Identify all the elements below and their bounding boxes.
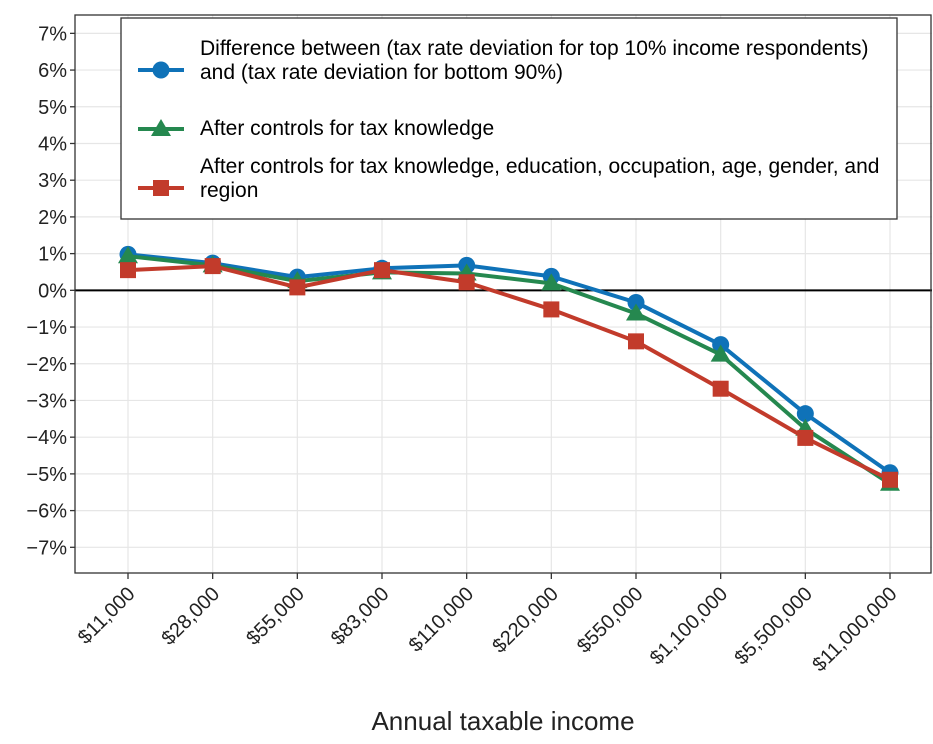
x-tick-label: $55,000 <box>242 583 309 650</box>
y-tick-label: 6% <box>38 60 67 82</box>
point <box>289 279 306 296</box>
y-tick-label: 4% <box>38 133 67 155</box>
point <box>627 293 645 311</box>
line <box>127 252 892 475</box>
y-tick-label: 1% <box>38 244 67 266</box>
legend-box <box>120 17 898 220</box>
point <box>796 405 814 423</box>
x-tick-label: $220,000 <box>488 583 563 658</box>
x-tick-label: $110,000 <box>405 583 478 656</box>
y-tick-label: 3% <box>38 170 67 192</box>
x-tick-label: $11,000,000 <box>808 583 901 676</box>
y-tick-label: −4% <box>26 427 67 449</box>
legend-text-box: After controls for tax knowledge, educat… <box>200 155 880 202</box>
point <box>118 246 138 264</box>
x-tick-label: $83,000 <box>327 583 394 650</box>
legend-label: Difference between (tax rate deviation f… <box>200 37 869 84</box>
y-tick-label: −7% <box>26 537 67 559</box>
series <box>118 246 900 491</box>
y-tick-label: −2% <box>26 354 67 376</box>
x-tick-label: $28,000 <box>158 583 225 650</box>
point <box>797 429 814 446</box>
point <box>882 471 898 488</box>
point <box>710 344 731 362</box>
point <box>541 273 562 291</box>
x-tick-label: $550,000 <box>573 583 648 658</box>
y-tick-label: −1% <box>26 317 67 339</box>
x-tick-label: $11,000 <box>74 583 140 649</box>
y-tick-label: −3% <box>26 390 67 412</box>
x-tick-label: $1,100,000 <box>646 583 732 669</box>
series <box>120 258 898 488</box>
legend: Difference between (tax rate deviation f… <box>120 17 898 220</box>
y-tick-label: 2% <box>38 207 67 229</box>
point <box>458 274 475 291</box>
legend-text-box: After controls for tax knowledge <box>200 117 495 140</box>
point <box>204 258 221 275</box>
point <box>151 119 171 136</box>
point <box>628 333 644 350</box>
line <box>127 264 891 482</box>
point <box>712 380 729 397</box>
point <box>374 262 390 279</box>
point <box>120 262 136 279</box>
legend-text-box: Difference between (tax rate deviation f… <box>200 37 869 84</box>
point <box>626 303 646 321</box>
x-tick-label: $5,500,000 <box>731 583 817 669</box>
y-tick-label: −6% <box>26 501 67 523</box>
y-tick-label: −5% <box>26 464 67 486</box>
point <box>152 61 170 79</box>
y-tick-label: 0% <box>38 280 67 302</box>
y-tick-label: 5% <box>38 97 67 119</box>
line <box>127 254 892 486</box>
plot-frame <box>74 14 932 574</box>
point <box>153 180 169 196</box>
y-tick-label: 7% <box>38 23 67 45</box>
x-axis-title: Annual taxable income <box>371 706 634 736</box>
point <box>543 301 560 318</box>
legend-label: After controls for tax knowledge <box>200 117 495 140</box>
legend-label: After controls for tax knowledge, educat… <box>200 155 880 202</box>
